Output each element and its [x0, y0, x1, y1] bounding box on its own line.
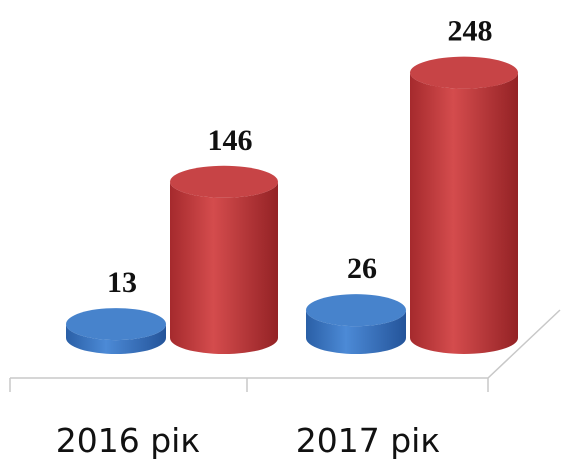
bar — [410, 73, 518, 354]
chart: 2016 рік 13 146 2017 рік 26 248 — [0, 0, 568, 461]
bar-top — [306, 294, 406, 326]
data-label: 248 — [448, 15, 493, 48]
bar — [170, 182, 278, 354]
x-tick-label: 2016 рік — [56, 421, 201, 460]
data-label: 146 — [208, 124, 253, 157]
bar-top — [66, 308, 166, 340]
data-label: 13 — [107, 266, 137, 299]
bar-top — [170, 166, 278, 198]
bar-top — [410, 57, 518, 89]
data-label: 26 — [347, 252, 377, 285]
x-tick-label: 2017 рік — [296, 421, 441, 460]
